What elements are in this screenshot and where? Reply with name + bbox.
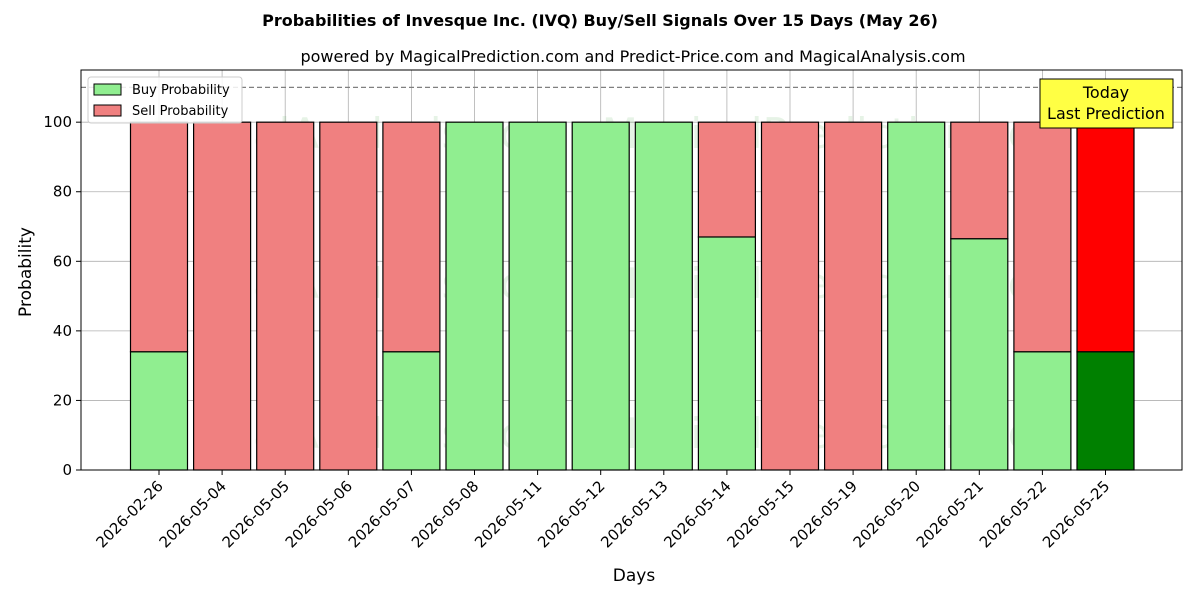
x-tick-label: 2026-05-05 [219, 477, 293, 551]
sell-bar [1076, 121, 1135, 353]
annotation-box [1039, 78, 1174, 129]
x-tick-label: 2026-05-21 [913, 477, 987, 551]
legend-swatch [93, 104, 122, 117]
buy-bar [445, 121, 504, 471]
buy-bar [129, 351, 189, 471]
x-tick-label: 2026-02-26 [92, 477, 166, 551]
sell-bar [760, 121, 820, 471]
y-axis-label: Probability [16, 227, 36, 317]
buy-bar [1076, 351, 1135, 471]
x-tick-label: 2026-05-20 [850, 477, 924, 551]
y-tick-label: 40 [53, 322, 72, 340]
legend-swatch [93, 83, 122, 96]
y-tick-label: 80 [53, 183, 72, 201]
plot-frame [80, 69, 1183, 471]
x-axis-ticks: 2026-02-262026-05-042026-05-052026-05-06… [92, 470, 1113, 551]
chart-subtitle: powered by MagicalPrediction.com and Pre… [300, 47, 965, 66]
sell-bar [697, 121, 757, 238]
sell-bar [129, 121, 189, 353]
x-tick-label: 2026-05-04 [156, 477, 230, 551]
legend: Buy Probability Sell Probability [87, 76, 243, 124]
legend-box [87, 76, 243, 124]
buy-bar [950, 238, 1009, 471]
buy-bar [508, 121, 567, 471]
x-tick-label: 2026-05-08 [408, 477, 482, 551]
buy-bar [1013, 351, 1072, 471]
chart-title: Probabilities of Invesque Inc. (IVQ) Buy… [262, 11, 938, 30]
sell-bar [256, 121, 315, 471]
buy-bar [571, 121, 630, 471]
x-tick-label: 2026-05-06 [282, 477, 356, 551]
x-tick-label: 2026-05-15 [723, 477, 797, 551]
sell-bar [193, 121, 252, 471]
sell-bar [382, 121, 441, 353]
y-axis-ticks: 0 20 40 60 80 100 [43, 113, 81, 479]
buy-bar [697, 236, 757, 471]
x-tick-label: 2026-05-14 [660, 477, 734, 551]
legend-label: Sell Probability [132, 104, 229, 119]
x-tick-label: 2026-05-19 [787, 477, 861, 551]
y-tick-label: 0 [62, 461, 72, 479]
y-tick-label: 60 [53, 252, 72, 270]
x-tick-label: 2026-05-22 [976, 477, 1050, 551]
x-axis-label: Days [613, 566, 656, 586]
y-tick-label: 20 [53, 391, 72, 409]
y-tick-label: 100 [43, 113, 72, 131]
buy-bar [634, 121, 693, 471]
annotation-line2: Last Prediction [1047, 104, 1165, 123]
legend-label: Buy Probability [132, 83, 230, 98]
x-tick-label: 2026-05-11 [471, 477, 545, 551]
sell-bar [319, 121, 378, 471]
sell-bar [1013, 121, 1072, 353]
x-tick-label: 2026-05-07 [345, 477, 419, 551]
x-tick-label: 2026-05-25 [1039, 477, 1113, 551]
today-annotation: Today Last Prediction [1039, 78, 1174, 129]
sell-bar [823, 121, 883, 471]
x-tick-label: 2026-05-12 [534, 477, 608, 551]
buy-bar [382, 351, 441, 471]
sell-bar [950, 121, 1009, 240]
x-tick-label: 2026-05-13 [597, 477, 671, 551]
annotation-line1: Today [1082, 83, 1129, 102]
bars [129, 121, 1135, 471]
buy-bar [887, 121, 946, 471]
